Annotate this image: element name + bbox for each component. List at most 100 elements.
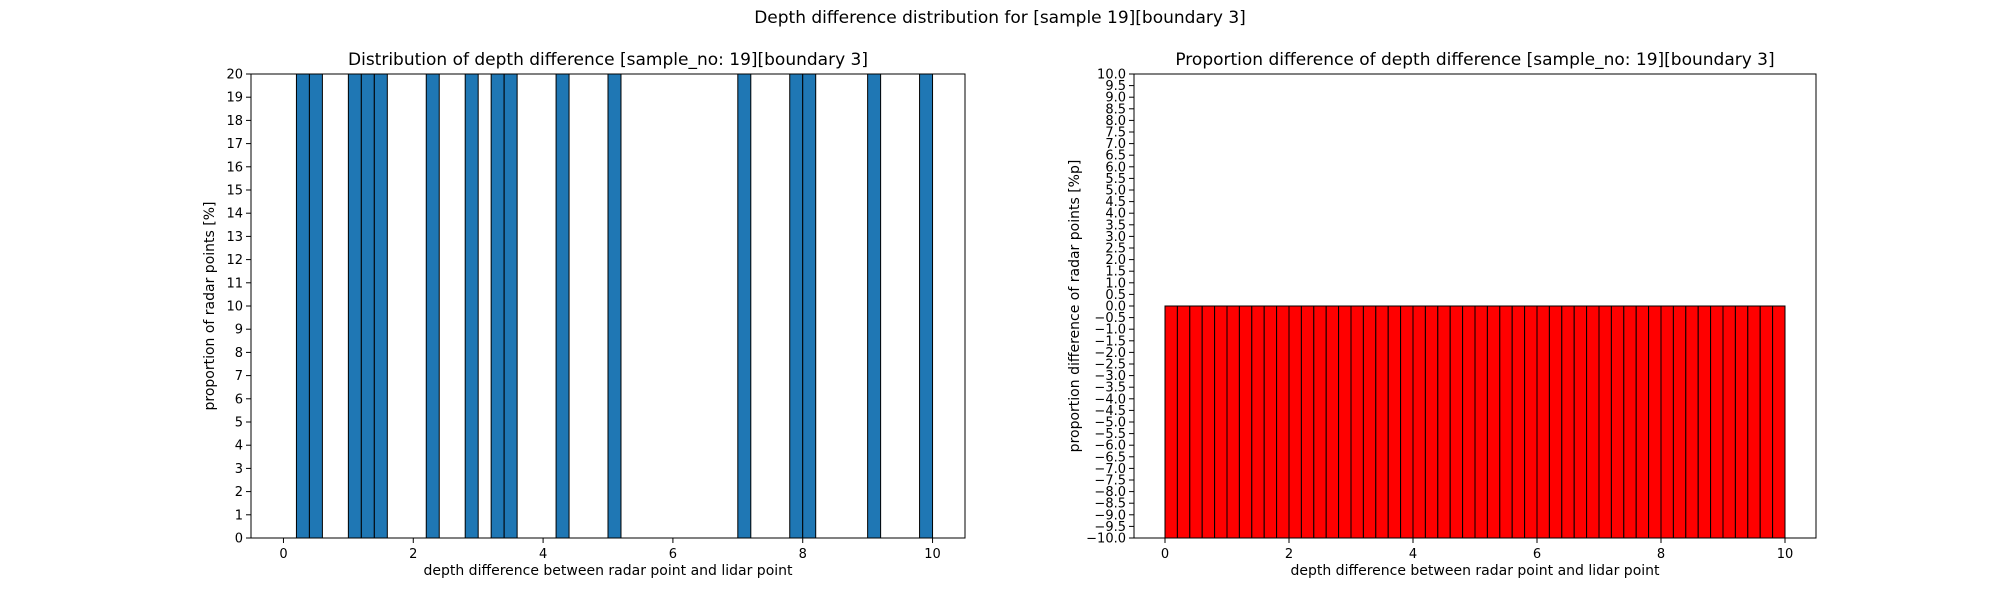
bar <box>867 73 882 539</box>
y-tick-label: 0.0 <box>1105 300 1126 315</box>
bar <box>1486 305 1501 539</box>
bar <box>1697 305 1712 539</box>
y-tick-label: 7 <box>235 369 243 384</box>
bar <box>1462 305 1476 539</box>
y-tick-label: 20 <box>226 68 243 83</box>
bar <box>1201 305 1216 539</box>
y-tick-label: −9.0 <box>1094 508 1126 523</box>
y-tick-label: 13 <box>226 230 243 245</box>
y-tick-label: 7.5 <box>1105 126 1126 141</box>
bar <box>1685 305 1699 539</box>
y-tick-label: −0.5 <box>1094 311 1126 326</box>
bar <box>1400 305 1414 539</box>
y-tick-label: −9.5 <box>1094 520 1126 535</box>
y-tick-label: 10 <box>226 300 243 315</box>
y-tick-label: −6.5 <box>1094 450 1126 465</box>
bar <box>373 73 388 539</box>
y-tick-label: 10.0 <box>1097 68 1126 83</box>
y-tick-label: 5 <box>235 416 243 431</box>
y-tick-label: 9 <box>235 323 243 338</box>
distribution-bars <box>295 73 934 539</box>
bar <box>1561 305 1575 539</box>
y-tick-label: −2.5 <box>1094 358 1126 373</box>
y-tick-label: −1.0 <box>1094 323 1126 338</box>
x-tick-label: 4 <box>1409 547 1417 562</box>
bar <box>1362 305 1377 539</box>
x-tick-label: 8 <box>1657 547 1665 562</box>
y-tick-label: −8.5 <box>1094 497 1126 512</box>
bar <box>607 73 622 539</box>
y-tick-label: 17 <box>226 137 243 152</box>
y-tick-label: −7.0 <box>1094 462 1126 477</box>
bar <box>1189 305 1203 539</box>
y-tick-label: 1.0 <box>1105 276 1126 291</box>
y-tick-label: 4.0 <box>1105 207 1126 222</box>
bar <box>919 73 934 539</box>
proportion-difference-chart-title: Proportion difference of depth differenc… <box>1175 50 1774 70</box>
y-tick-label: 12 <box>226 253 243 268</box>
bar <box>1734 305 1749 539</box>
bar <box>1226 305 1240 539</box>
bar <box>1251 305 1265 539</box>
figure-suptitle: Depth difference distribution for [sampl… <box>754 8 1246 28</box>
y-tick-label: 8 <box>235 346 243 361</box>
bar <box>1772 305 1786 539</box>
distribution-plot-frame <box>250 73 966 539</box>
bar <box>1424 305 1439 539</box>
distribution-y-axis-label: proportion of radar points [%] <box>202 201 218 410</box>
bar <box>1623 305 1637 539</box>
bar <box>1573 305 1588 539</box>
y-tick-label: 9.5 <box>1105 79 1126 94</box>
bar <box>347 73 362 539</box>
y-tick-label: −8.0 <box>1094 485 1126 500</box>
y-tick-label: −5.0 <box>1094 416 1126 431</box>
bar <box>1214 305 1228 539</box>
distribution-x-axis-label: depth difference between radar point and… <box>423 563 793 579</box>
bar <box>1511 305 1526 539</box>
bar <box>1437 305 1451 539</box>
y-tick-label: 2.0 <box>1105 253 1126 268</box>
bar <box>1350 305 1364 539</box>
bar <box>1524 305 1538 539</box>
bar <box>1722 305 1736 539</box>
bar <box>464 73 479 539</box>
bar <box>1375 305 1389 539</box>
y-tick-label: 3 <box>235 462 243 477</box>
y-tick-label: 15 <box>226 184 243 199</box>
y-tick-label: 6.5 <box>1105 149 1126 164</box>
proportion-difference-bars <box>1164 305 1786 539</box>
bar <box>1635 305 1650 539</box>
y-tick-label: 0 <box>235 532 243 547</box>
bar <box>1660 305 1674 539</box>
bar <box>1164 305 1178 539</box>
x-tick-label: 4 <box>539 547 547 562</box>
x-tick-label: 0 <box>1161 547 1169 562</box>
bar <box>789 73 804 539</box>
bar <box>1313 305 1327 539</box>
y-tick-label: 14 <box>226 207 243 222</box>
bar <box>1548 305 1563 539</box>
y-tick-label: −4.0 <box>1094 392 1126 407</box>
y-tick-label: 3.5 <box>1105 218 1126 233</box>
bar <box>1449 305 1464 539</box>
y-tick-label: −1.5 <box>1094 334 1126 349</box>
y-tick-label: −7.5 <box>1094 474 1126 489</box>
bar <box>490 73 505 539</box>
x-tick-label: 6 <box>669 547 677 562</box>
y-tick-label: 0.5 <box>1105 288 1126 303</box>
bar <box>555 73 570 539</box>
y-tick-label: 1.5 <box>1105 265 1126 280</box>
bar <box>1288 305 1302 539</box>
y-tick-label: 5.0 <box>1105 184 1126 199</box>
bar <box>1300 305 1315 539</box>
bar <box>1710 305 1724 539</box>
bar <box>1672 305 1687 539</box>
distribution-chart: Distribution of depth difference [sample… <box>202 50 966 579</box>
bar <box>1263 305 1278 539</box>
bar <box>1610 305 1625 539</box>
bar <box>1338 305 1352 539</box>
y-tick-label: −10.0 <box>1086 532 1126 547</box>
bar <box>1387 305 1402 539</box>
